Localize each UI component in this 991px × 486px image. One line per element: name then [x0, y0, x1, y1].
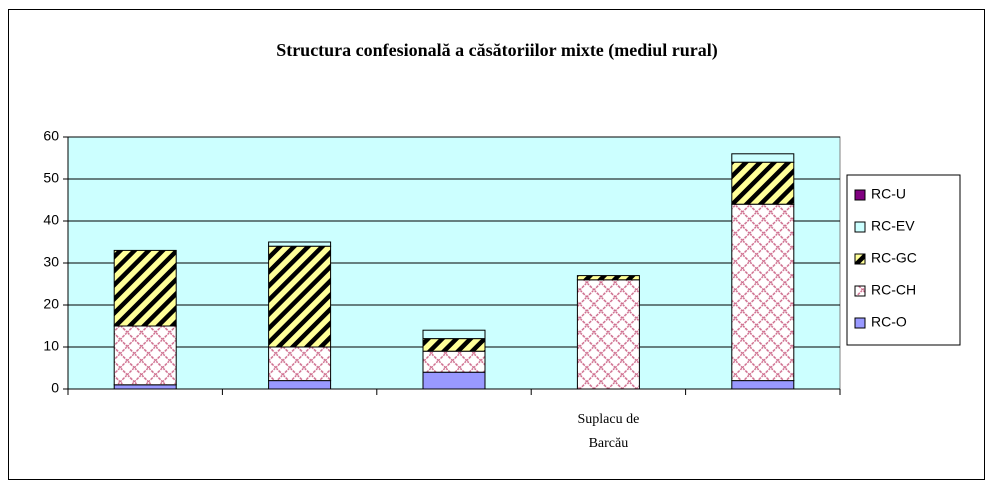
bar-segment	[576, 279, 640, 390]
bar-segment	[422, 371, 486, 390]
y-tick-label: 40	[43, 212, 59, 228]
x-tick-label-line: Suplacu de	[577, 412, 639, 427]
bar-segment	[268, 346, 332, 382]
legend-swatch	[854, 189, 866, 201]
legend-label: RC-GC	[871, 250, 917, 266]
bar-segment	[731, 153, 795, 163]
legend	[846, 174, 961, 346]
bar-segment	[731, 161, 795, 205]
bar-segment	[731, 203, 795, 382]
bar-segment	[113, 325, 177, 386]
bar-segment	[422, 329, 486, 340]
y-tick-label: 30	[43, 254, 59, 270]
bar-segment	[113, 384, 177, 390]
y-tick-label: 0	[51, 380, 59, 396]
y-tick-label: 60	[43, 128, 59, 144]
bar-segment	[422, 350, 486, 373]
legend-label: RC-O	[871, 314, 907, 330]
bar-segment	[268, 245, 332, 348]
y-tick-label: 50	[43, 170, 59, 186]
x-tick-label-line: Barcău	[589, 436, 629, 451]
chart-title: Structura confesională a căsătoriilor mi…	[276, 40, 718, 61]
bar-segment	[113, 249, 177, 327]
bar-segment	[268, 380, 332, 390]
y-tick-label: 10	[43, 338, 59, 354]
bar-segment	[576, 275, 640, 281]
legend-swatch	[854, 317, 866, 329]
legend-label: RC-CH	[871, 282, 916, 298]
bar-segment	[422, 338, 486, 352]
legend-label: RC-U	[871, 186, 906, 202]
bar-segment	[268, 241, 332, 247]
legend-label: RC-EV	[871, 218, 915, 234]
bar-segment	[731, 380, 795, 390]
legend-swatch	[854, 221, 866, 233]
legend-swatch	[854, 285, 866, 297]
y-tick-label: 20	[43, 296, 59, 312]
legend-swatch	[854, 253, 866, 265]
x-tick-label: Suplacu de Barcău	[577, 412, 639, 451]
